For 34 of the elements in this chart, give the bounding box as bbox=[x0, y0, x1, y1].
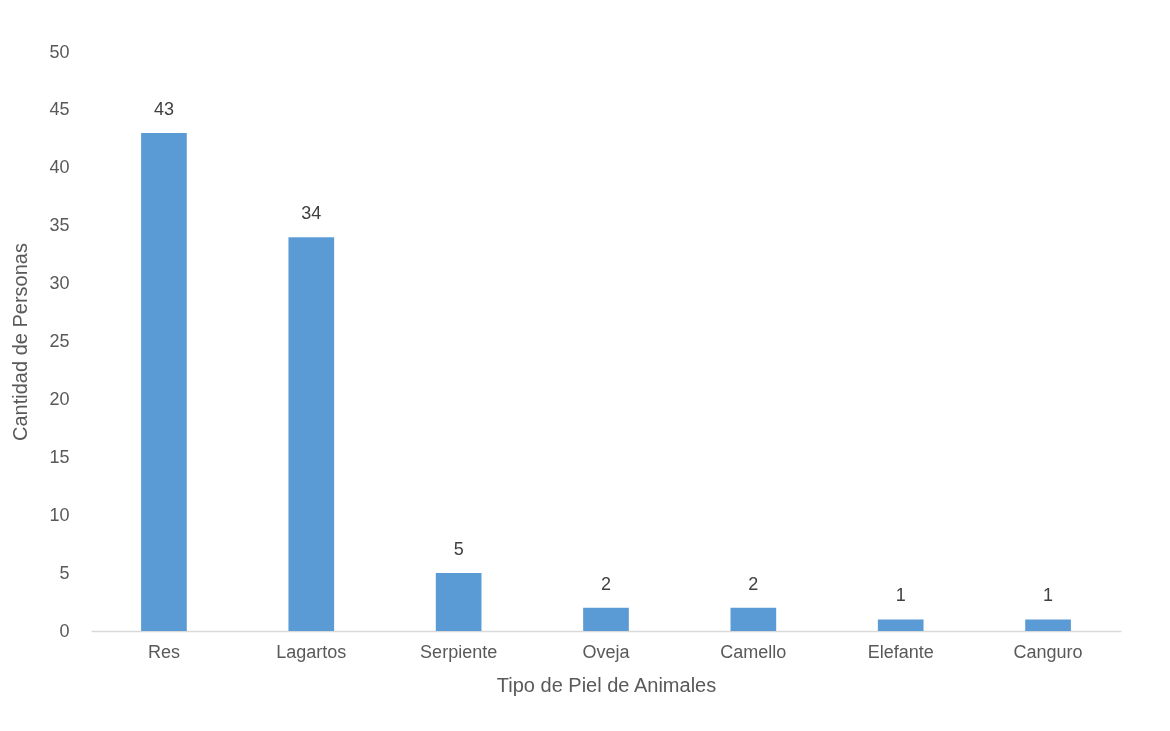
y-tick-label: 15 bbox=[49, 446, 70, 467]
y-tick-label: 45 bbox=[49, 99, 70, 120]
x-tick-label: Camello bbox=[720, 641, 787, 662]
bar bbox=[288, 237, 335, 631]
y-tick-label: 30 bbox=[49, 273, 70, 294]
bar bbox=[583, 607, 629, 631]
y-tick-label: 10 bbox=[49, 504, 70, 525]
y-tick-label: 50 bbox=[49, 41, 70, 62]
y-tick-label: 20 bbox=[49, 388, 70, 409]
y-tick-label: 0 bbox=[59, 620, 70, 641]
bar bbox=[1025, 619, 1071, 631]
bar bbox=[141, 133, 187, 631]
y-axis-title: Cantidad de Personas bbox=[9, 243, 32, 441]
data-label: 1 bbox=[895, 585, 906, 606]
bar bbox=[877, 619, 924, 631]
data-label: 43 bbox=[153, 99, 174, 120]
x-tick-label: Oveja bbox=[582, 641, 631, 662]
data-label: 2 bbox=[600, 573, 612, 594]
y-tick-label: 40 bbox=[49, 157, 70, 178]
bar bbox=[730, 607, 777, 631]
y-tick-label: 35 bbox=[49, 215, 70, 236]
data-label: 2 bbox=[748, 573, 759, 594]
x-tick-label: Serpiente bbox=[420, 641, 498, 662]
y-tick-label: 5 bbox=[59, 562, 70, 583]
y-tick-label: 25 bbox=[49, 331, 70, 351]
x-tick-label: Lagartos bbox=[276, 641, 347, 662]
data-label: 5 bbox=[453, 539, 464, 560]
x-axis-title: Tipo de Piel de Animales bbox=[496, 673, 717, 696]
x-tick-label: Canguro bbox=[1013, 641, 1083, 662]
x-tick-label: Elefante bbox=[867, 641, 934, 662]
data-label: 34 bbox=[301, 203, 322, 224]
data-label: 1 bbox=[1043, 585, 1054, 606]
bar bbox=[435, 573, 482, 631]
x-tick-label: Res bbox=[147, 641, 180, 662]
